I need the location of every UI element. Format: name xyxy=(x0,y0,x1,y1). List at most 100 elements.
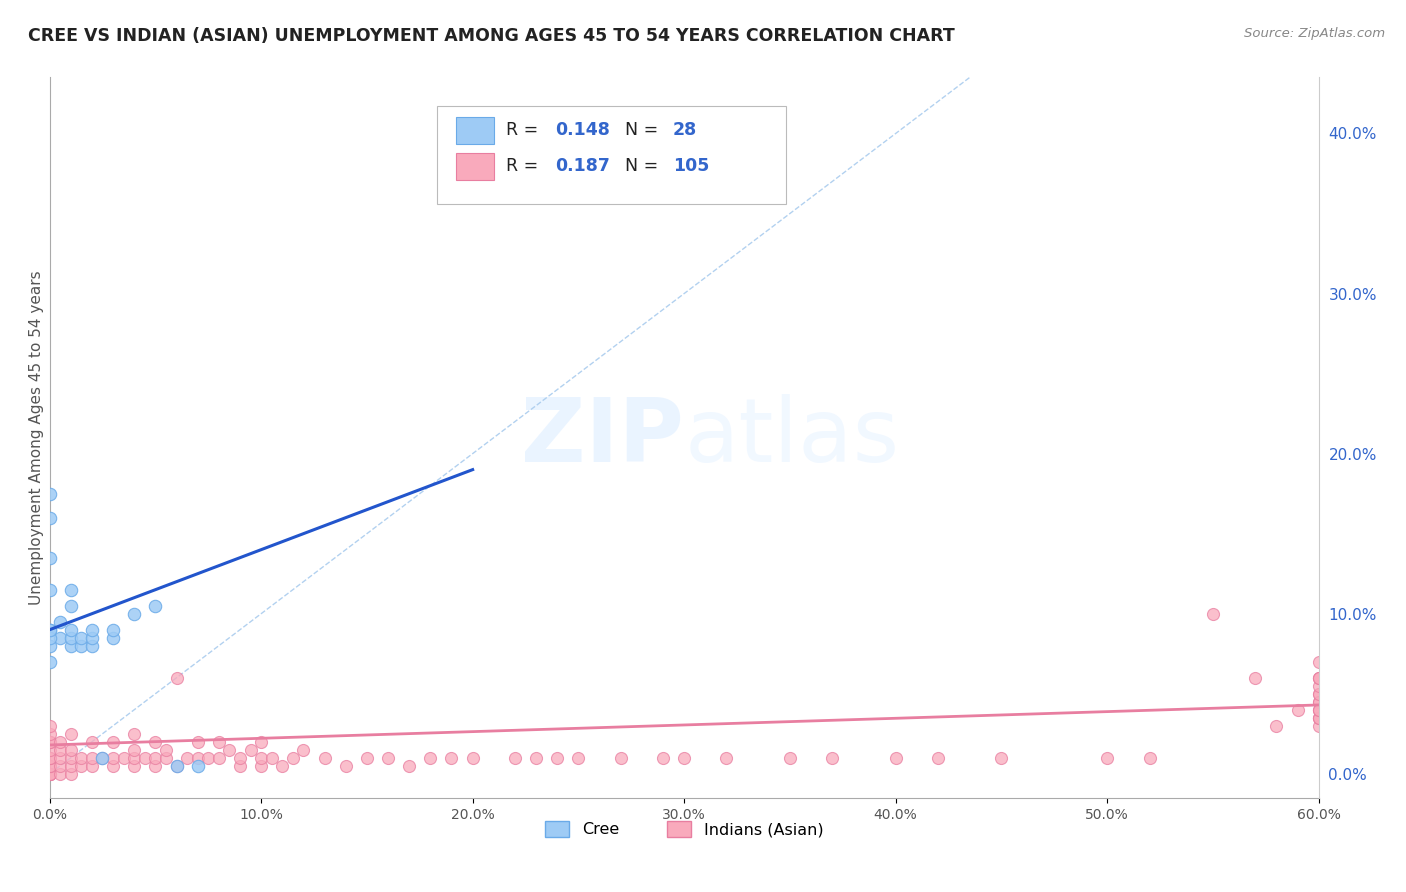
Point xyxy=(145,758,167,772)
Point xyxy=(80,735,103,749)
Point xyxy=(145,751,167,765)
Point xyxy=(377,751,399,765)
Point xyxy=(49,766,72,780)
Point xyxy=(1308,711,1330,725)
Point xyxy=(281,751,304,765)
Point xyxy=(187,735,209,749)
Point xyxy=(101,623,124,637)
Point xyxy=(229,758,252,772)
Text: ZIP: ZIP xyxy=(522,394,685,481)
Point xyxy=(70,758,93,772)
Point xyxy=(398,758,420,772)
Point xyxy=(145,735,167,749)
Text: R =: R = xyxy=(506,157,544,175)
Text: 105: 105 xyxy=(672,157,709,175)
Point xyxy=(166,671,188,685)
Point xyxy=(122,758,145,772)
Point xyxy=(166,758,188,772)
Point xyxy=(356,751,378,765)
Point xyxy=(1308,671,1330,685)
Point xyxy=(80,631,103,645)
Text: atlas: atlas xyxy=(685,394,900,481)
Point xyxy=(716,751,738,765)
Point xyxy=(38,743,60,757)
Point xyxy=(38,486,60,500)
Point xyxy=(38,735,60,749)
Point xyxy=(59,743,82,757)
Point xyxy=(70,639,93,653)
Point xyxy=(166,758,188,772)
Point xyxy=(1308,719,1330,733)
Point xyxy=(503,751,526,765)
Point xyxy=(101,631,124,645)
Point xyxy=(1308,687,1330,701)
Point xyxy=(101,735,124,749)
Text: N =: N = xyxy=(624,121,664,139)
Point xyxy=(1308,655,1330,669)
Point xyxy=(70,751,93,765)
Point xyxy=(609,751,631,765)
Point xyxy=(652,751,675,765)
Point xyxy=(292,743,315,757)
Point xyxy=(101,758,124,772)
Point xyxy=(197,751,219,765)
Point xyxy=(990,751,1012,765)
Point xyxy=(80,751,103,765)
Point xyxy=(80,639,103,653)
Point xyxy=(38,751,60,765)
Point xyxy=(335,758,357,772)
Point xyxy=(779,751,801,765)
Point xyxy=(38,639,60,653)
Point xyxy=(38,582,60,597)
Point xyxy=(1286,703,1309,717)
Point xyxy=(1202,607,1225,621)
Point xyxy=(1308,671,1330,685)
Point xyxy=(49,631,72,645)
Point xyxy=(208,735,231,749)
Point xyxy=(1308,695,1330,709)
Text: 0.187: 0.187 xyxy=(555,157,610,175)
Text: CREE VS INDIAN (ASIAN) UNEMPLOYMENT AMONG AGES 45 TO 54 YEARS CORRELATION CHART: CREE VS INDIAN (ASIAN) UNEMPLOYMENT AMON… xyxy=(28,27,955,45)
Point xyxy=(884,751,907,765)
Point xyxy=(145,599,167,613)
Point xyxy=(38,758,60,772)
Text: R =: R = xyxy=(506,121,544,139)
Point xyxy=(112,751,135,765)
Point xyxy=(59,758,82,772)
Point xyxy=(260,751,283,765)
Point xyxy=(1308,679,1330,693)
Point xyxy=(250,735,273,749)
Text: 0.148: 0.148 xyxy=(555,121,610,139)
Point xyxy=(239,743,262,757)
Point xyxy=(49,743,72,757)
Point xyxy=(38,510,60,524)
Point xyxy=(80,623,103,637)
Point xyxy=(49,615,72,629)
Point xyxy=(208,751,231,765)
Point xyxy=(49,758,72,772)
Point xyxy=(122,751,145,765)
Point xyxy=(419,751,441,765)
Point xyxy=(1308,711,1330,725)
Point xyxy=(567,751,589,765)
Point xyxy=(101,751,124,765)
Point xyxy=(250,751,273,765)
Point xyxy=(59,631,82,645)
Point xyxy=(673,751,696,765)
Point xyxy=(155,751,177,765)
Text: N =: N = xyxy=(624,157,664,175)
Point xyxy=(59,751,82,765)
Point xyxy=(1244,671,1267,685)
Point xyxy=(91,751,114,765)
Point xyxy=(38,766,60,780)
Point xyxy=(524,751,547,765)
Point xyxy=(38,719,60,733)
Point xyxy=(176,751,198,765)
Point xyxy=(1095,751,1118,765)
Point xyxy=(59,582,82,597)
Point xyxy=(38,631,60,645)
Point xyxy=(80,758,103,772)
Point xyxy=(271,758,294,772)
Point xyxy=(440,751,463,765)
Point xyxy=(38,766,60,780)
